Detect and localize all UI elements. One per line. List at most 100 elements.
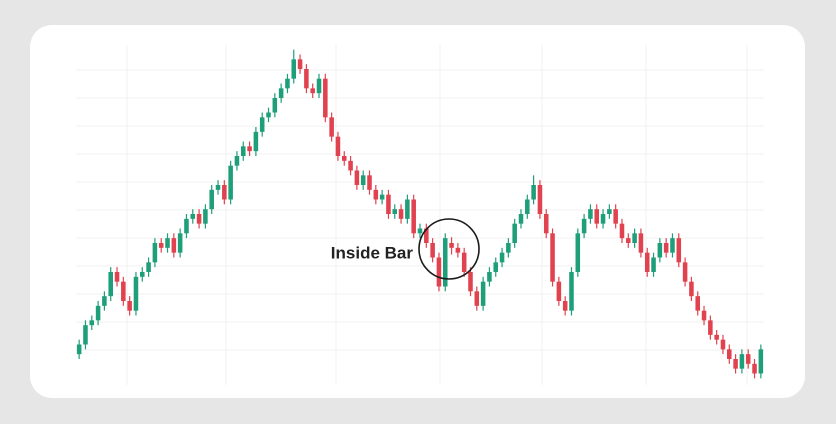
candle-body — [190, 214, 196, 219]
candle-body — [682, 262, 688, 282]
candle-body — [581, 218, 587, 234]
candle-body — [95, 305, 101, 321]
candle-body — [310, 88, 315, 94]
candle-body — [240, 146, 246, 156]
candle-body — [373, 189, 379, 200]
candle-body — [745, 354, 751, 364]
candle-body — [203, 209, 208, 224]
candle-body — [386, 194, 391, 214]
candle-body — [184, 218, 189, 234]
candle-body — [632, 233, 637, 243]
candle-body — [430, 243, 435, 258]
candle-body — [739, 354, 745, 369]
candle-body — [379, 194, 385, 200]
candle-body — [196, 214, 202, 224]
candle-body — [171, 238, 177, 253]
candle-body — [272, 98, 278, 113]
candle-body — [506, 243, 511, 253]
candle-body — [127, 301, 132, 311]
candle-body — [348, 160, 353, 171]
candle-body — [752, 363, 757, 374]
candle-body — [531, 185, 536, 200]
grid — [76, 45, 764, 385]
candle-body — [657, 243, 663, 258]
candle-body — [663, 243, 669, 253]
candle-body — [133, 276, 139, 311]
candle-body — [613, 209, 618, 224]
candle-body — [588, 209, 593, 219]
candle-body — [165, 238, 170, 248]
candle-body — [114, 272, 120, 282]
card — [30, 25, 805, 398]
candle-body — [335, 136, 341, 156]
candle-body — [727, 349, 732, 359]
candle-body — [468, 272, 473, 292]
candle-body — [360, 175, 366, 185]
candle-body — [714, 334, 719, 340]
candle-body — [436, 257, 442, 287]
candle-body — [569, 272, 574, 311]
candle-body — [701, 310, 707, 321]
candle-body — [518, 214, 524, 224]
candle-body — [341, 156, 347, 161]
candle-body — [676, 238, 682, 263]
candle-body — [411, 199, 416, 234]
candle-body — [83, 325, 88, 345]
candle-body — [487, 272, 492, 282]
candle-body — [354, 170, 360, 185]
candle-body — [285, 78, 290, 89]
candle-body — [651, 257, 656, 272]
candle-body — [455, 247, 461, 253]
candle-body — [594, 209, 600, 224]
candle-body — [670, 238, 675, 253]
candle-body — [525, 199, 530, 214]
candle-body — [108, 272, 113, 297]
candle-body — [146, 262, 151, 272]
candle-body — [512, 223, 517, 243]
candle-body — [121, 281, 126, 301]
candle-body — [367, 175, 372, 190]
candle-body — [405, 199, 410, 219]
candle-body — [733, 359, 738, 369]
candle-body — [278, 88, 284, 98]
candle-body — [222, 185, 227, 200]
candle-body — [480, 281, 486, 306]
candle-body — [638, 233, 644, 253]
candle-body — [474, 291, 480, 306]
candle-body — [607, 209, 612, 214]
candle-body — [102, 296, 107, 306]
candle-body — [720, 339, 726, 350]
candle-body — [493, 262, 499, 272]
candle-body — [266, 112, 271, 118]
candle-body — [140, 272, 145, 277]
candle-body — [449, 243, 454, 248]
candle-body — [158, 243, 164, 248]
highlight-circle — [418, 218, 480, 280]
candle-body — [76, 344, 82, 355]
candle-body — [228, 165, 233, 200]
candle-body — [417, 228, 423, 234]
candle-body — [461, 252, 467, 272]
candle-body — [644, 252, 650, 272]
candle-body — [209, 189, 214, 210]
candle-body — [304, 69, 309, 89]
candle-body — [234, 156, 240, 166]
candle-body — [543, 214, 549, 234]
candle-body — [177, 233, 183, 253]
candle-body — [499, 252, 505, 263]
candles — [76, 49, 764, 379]
candle-body — [316, 78, 322, 94]
annotation: Inside Bar — [331, 243, 414, 262]
candle-body — [562, 301, 568, 311]
candle-body — [247, 146, 252, 152]
candle-body — [329, 117, 334, 137]
candle-body — [152, 243, 158, 263]
candle-body — [215, 185, 221, 190]
candle-body — [708, 320, 713, 335]
candle-body — [89, 320, 95, 326]
candle-body — [695, 296, 700, 311]
candle-body — [442, 238, 448, 287]
candle-body — [575, 233, 581, 272]
candle-body — [537, 185, 543, 214]
